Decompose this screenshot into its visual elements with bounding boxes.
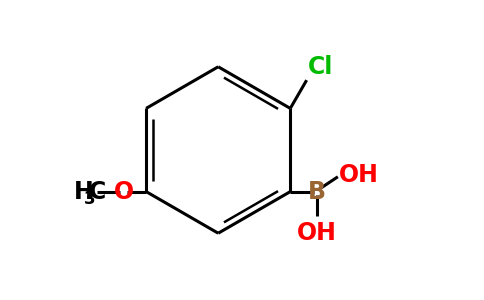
Text: OH: OH [297, 221, 337, 245]
Text: H: H [74, 180, 93, 204]
Text: Cl: Cl [308, 55, 333, 79]
Text: B: B [308, 180, 326, 204]
Text: OH: OH [339, 163, 379, 187]
Text: O: O [114, 180, 134, 204]
Text: 3: 3 [84, 190, 95, 208]
Text: C: C [89, 180, 106, 204]
